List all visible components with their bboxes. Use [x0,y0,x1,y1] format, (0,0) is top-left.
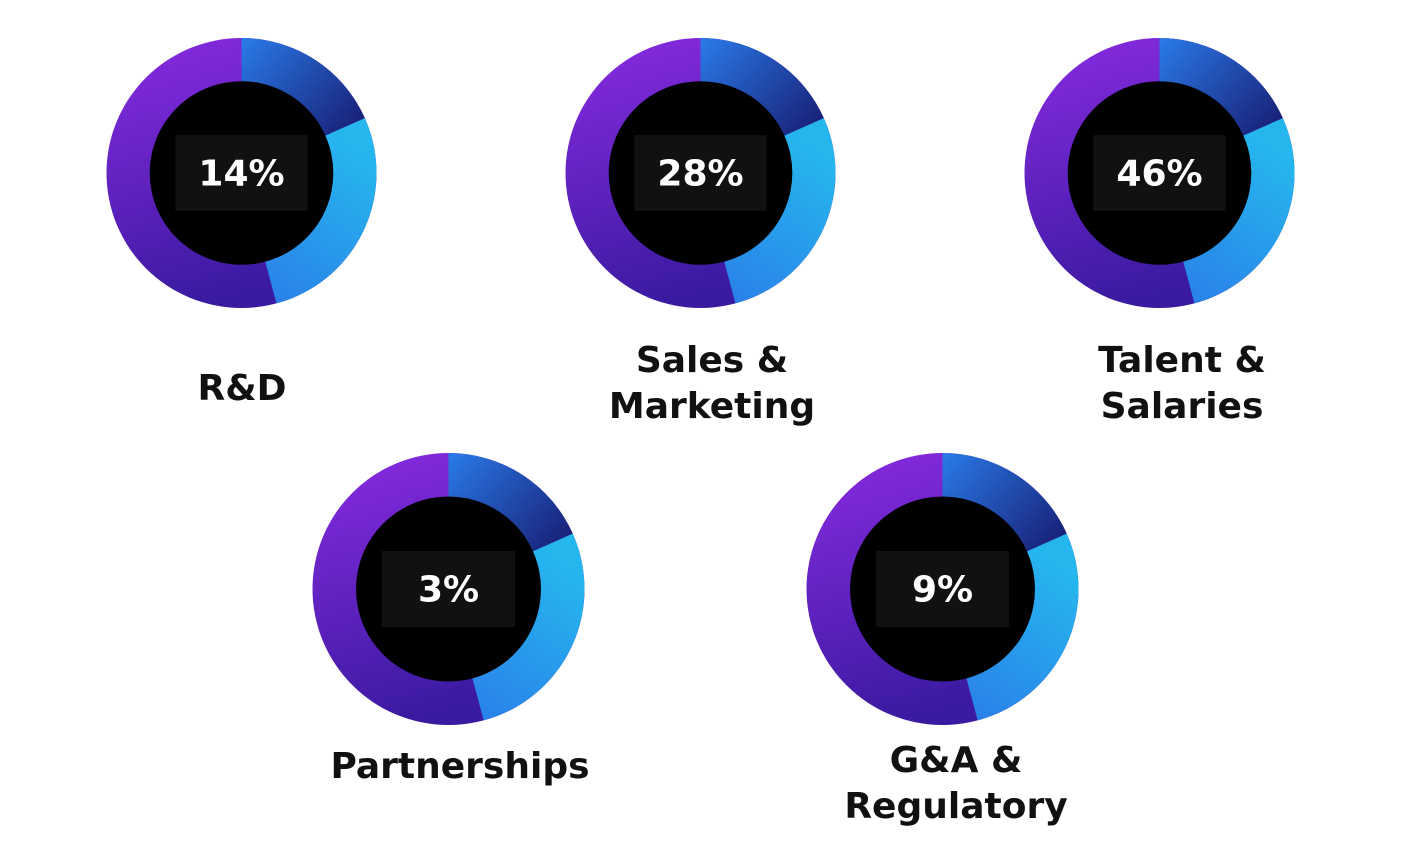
value-box-ga-regulatory [875,550,1010,628]
value-text-talent-salaries: 46% [1116,154,1202,195]
donut-svg-ga-regulatory: 9% [806,453,1079,725]
donut-chart-rd: 14% [100,38,383,308]
category-label-partnerships: Partnerships [330,746,590,787]
donut-svg-talent-salaries: 46% [1024,38,1295,308]
donut-svg-rd: 14% [106,38,377,308]
donut-chart-sales-marketing: 28% [559,38,842,308]
value-text-rd: 14% [198,154,284,195]
donut-svg-partnerships: 3% [312,453,585,725]
value-box-talent-salaries [1093,135,1226,211]
donut-chart-talent-salaries: 46% [1018,38,1301,308]
value-box-partnerships [381,550,516,628]
value-text-ga-regulatory: 9% [912,570,973,611]
value-text-partnerships: 3% [418,570,479,611]
category-label-sales-marketing: Sales & Marketing [608,340,816,427]
category-label-ga-regulatory: G&A & Regulatory [844,740,1068,827]
value-box-sales-marketing [634,135,767,211]
category-label-rd: R&D [197,368,287,409]
value-box-rd [175,135,308,211]
donut-chart-ga-regulatory: 9% [800,453,1085,725]
category-label-talent-salaries: Talent & Salaries [1098,340,1266,427]
donut-svg-sales-marketing: 28% [565,38,836,308]
value-text-sales-marketing: 28% [657,154,743,195]
donut-chart-partnerships: 3% [306,453,591,725]
